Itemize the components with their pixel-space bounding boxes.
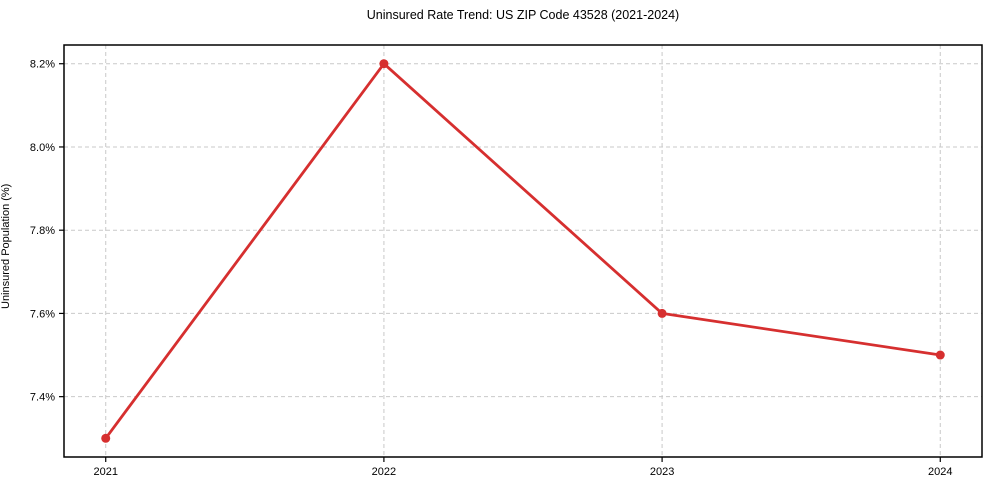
y-tick-label: 8.2% [30,59,55,71]
plot-area [64,45,982,457]
y-tick-label: 7.6% [30,308,55,320]
plot-frame [63,44,983,458]
data-point-marker [935,350,945,360]
data-point-marker [379,59,389,69]
x-tick-label: 2021 [93,466,117,478]
data-point-marker [657,308,667,318]
chart-title: Uninsured Rate Trend: US ZIP Code 43528 … [366,8,680,22]
data-line [104,62,942,440]
y-tick-label: 7.8% [30,225,55,237]
x-tick-label: 2023 [650,466,674,478]
data-point-marker [101,433,111,443]
y-tick-label: 7.4% [30,392,55,404]
x-tick-label: 2024 [928,466,952,478]
y-tick-label: 8.0% [30,142,55,154]
x-tick-label: 2022 [372,466,396,478]
